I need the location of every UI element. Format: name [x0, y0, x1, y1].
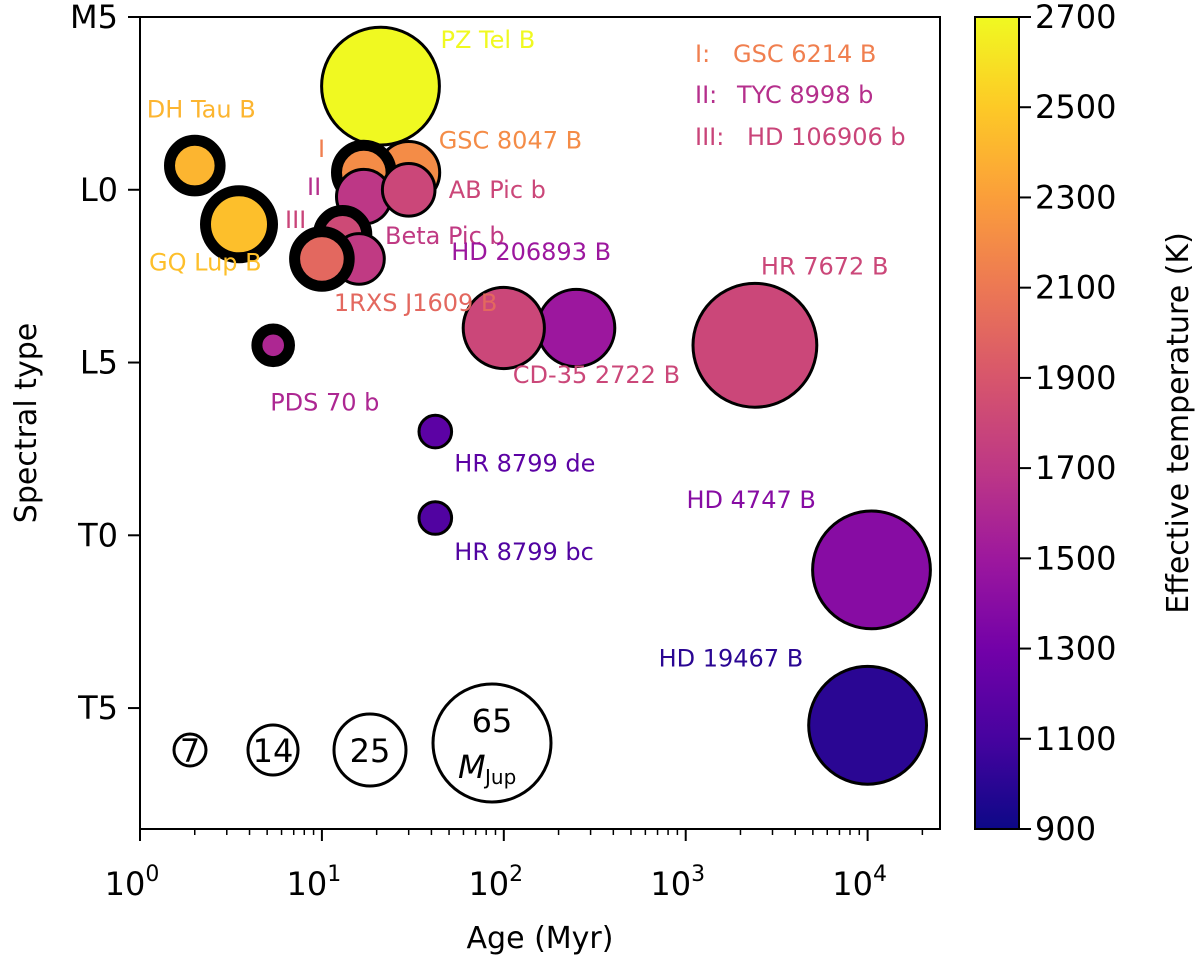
- point-label-gq-lup-b: GQ Lup B: [149, 248, 262, 276]
- point-hr-8799-bc: [417, 500, 454, 536]
- x-axis-label: Age (Myr): [467, 921, 614, 956]
- point-hr-8799-de: [417, 413, 454, 450]
- x-tick-label: 103: [650, 862, 705, 903]
- colorbar-tick-label: 2500: [1035, 88, 1116, 126]
- roman-numeral-key: I: GSC 6214 B II: TYC 8998 b III: HD 106…: [695, 40, 906, 151]
- roman-tag-3: III: [285, 206, 306, 234]
- point-hd-206893-b: [536, 287, 617, 369]
- point-labels: PZ Tel B DH Tau B GQ Lup B GSC 8047 B AB Pic…: [147, 26, 889, 672]
- point-1rxs-j1609-b: [289, 226, 355, 292]
- point-label-hd-19467-b: HD 19467 B: [659, 644, 804, 672]
- point-label-dh-tau-b: DH Tau B: [147, 96, 256, 124]
- colorbar: [974, 16, 1020, 830]
- roman-key-3-name: HD 106906 b: [747, 123, 906, 151]
- colorbar-tick-label: 1500: [1035, 539, 1116, 577]
- roman-key-2-numeral: II:: [695, 81, 717, 109]
- point-label-hd-4747-b: HD 4747 B: [687, 486, 816, 514]
- roman-tag-2: II: [307, 173, 321, 201]
- point-label-gsc-8047-b: GSC 8047 B: [439, 127, 582, 155]
- point-cd-35-2722-b: [461, 285, 546, 371]
- point-label-hr-8799-de: HR 8799 de: [454, 450, 595, 478]
- point-label-1rxs-j1609-b: 1RXS J1609 B: [334, 289, 498, 317]
- size-legend-label-7: 7: [180, 732, 200, 770]
- x-axis: 100 101 102 103 104: [105, 829, 924, 903]
- size-legend-unit-m: M: [458, 748, 486, 786]
- x-tick-label: 101: [287, 862, 342, 903]
- point-label-hr-7672-b: HR 7672 B: [761, 252, 889, 280]
- colorbar-tick-label: 1900: [1035, 359, 1116, 397]
- point-label-hr-8799-bc: HR 8799 bc: [454, 538, 594, 566]
- y-axis: M5 L0 L5 T0 T5: [70, 0, 140, 727]
- point-label-pds-70-b: PDS 70 b: [270, 388, 379, 416]
- point-label-pz-tel-b: PZ Tel B: [441, 26, 536, 54]
- point-hd-19467-b: [807, 664, 928, 786]
- size-legend-circle-7: [172, 732, 208, 768]
- point-pds-70-b: [251, 323, 296, 368]
- size-legend-label-25: 25: [350, 732, 391, 770]
- roman-key-1-numeral: I:: [695, 40, 710, 68]
- colorbar-tick-label: 2100: [1035, 269, 1116, 307]
- size-legend-label-65: 65: [472, 702, 513, 740]
- y-tick-label: M5: [70, 0, 118, 36]
- colorbar-tick-label: 900: [1035, 810, 1096, 848]
- roman-key-1-name: GSC 6214 B: [733, 40, 876, 68]
- point-hd-4747-b: [811, 509, 932, 631]
- point-label-beta-pic-b: Beta Pic b: [385, 222, 505, 250]
- mass-size-legend: 7 14 25 65 M Jup: [172, 682, 553, 804]
- x-tick-label: 100: [105, 862, 160, 903]
- size-legend-label-14: 14: [253, 732, 294, 770]
- y-axis-label: Spectral type: [9, 323, 44, 523]
- point-pz-tel-b: [320, 25, 441, 147]
- point-label-hd-206893-b: HD 206893 B: [451, 238, 611, 266]
- size-legend-unit-jup: Jup: [483, 765, 516, 789]
- point-ab-pic-b: [380, 162, 437, 218]
- data-points: [164, 25, 932, 786]
- colorbar-tick-label: 2300: [1035, 178, 1116, 216]
- y-tick-label: T5: [77, 689, 118, 727]
- colorbar-label: Effective temperature (K): [1161, 232, 1196, 614]
- colorbar-tick-label: 2700: [1035, 0, 1116, 36]
- plot-frame: [139, 16, 941, 830]
- point-gq-lup-b: [200, 185, 278, 264]
- colorbar-ticks: 900 1100 1300 1500 1700 1900 2100 2300 2500 2700: [1019, 0, 1116, 848]
- x-tick-label: 102: [468, 862, 523, 903]
- size-legend-circle-14: [246, 723, 300, 777]
- colorbar-tick-label: 1300: [1035, 630, 1116, 668]
- point-hr-7672-b: [691, 281, 819, 409]
- size-legend-circle-25: [332, 712, 408, 788]
- point-dh-tau-b: [164, 134, 226, 197]
- roman-key-3-numeral: III:: [695, 123, 724, 151]
- size-legend-circle-65: [431, 682, 553, 804]
- roman-tag-1: I: [318, 135, 325, 163]
- roman-key-2-name: TYC 8998 b: [736, 81, 873, 109]
- y-tick-label: L5: [80, 344, 118, 382]
- point-label-cd-35-2722-b: CD-35 2722 B: [513, 361, 680, 389]
- x-tick-label: 104: [832, 862, 887, 903]
- point-label-ab-pic-b: AB Pic b: [449, 176, 546, 204]
- colorbar-tick-label: 1100: [1035, 720, 1116, 758]
- y-tick-label: T0: [77, 516, 118, 554]
- colorbar-tick-label: 1700: [1035, 449, 1116, 487]
- y-tick-label: L0: [80, 171, 118, 209]
